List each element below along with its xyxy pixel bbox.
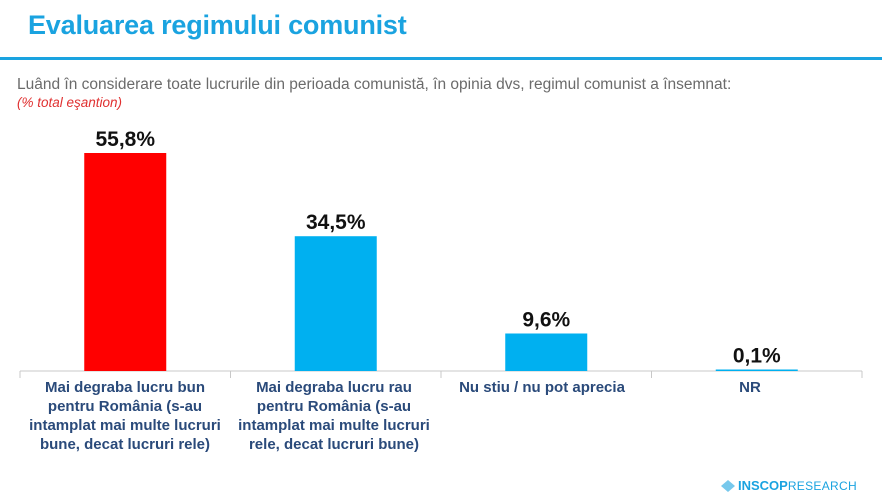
bar-bad	[294, 236, 377, 371]
category-label-good: Mai degraba lucru bun pentru România (s-…	[29, 379, 221, 453]
title-divider	[0, 57, 882, 60]
category-label-dont-know: Nu stiu / nu pot aprecia	[459, 379, 625, 396]
category-label-nr: NR	[739, 379, 761, 396]
logo-brand: INSCOP	[738, 478, 788, 493]
data-label-dont-know: 9,6%	[522, 308, 570, 331]
sample-note: (% total eşantion)	[17, 95, 123, 110]
data-label-nr: 0,1%	[733, 345, 781, 368]
bar-good	[84, 153, 167, 371]
data-label-good: 55,8%	[95, 128, 155, 151]
bar-dont-know	[505, 333, 588, 371]
inscop-logo: INSCOPRESEARCH	[738, 478, 857, 493]
bar-nr	[715, 369, 798, 371]
data-label-bad: 34,5%	[306, 211, 366, 234]
logo-mark-icon	[721, 480, 735, 492]
page-title: Evaluarea regimului comunist	[28, 10, 407, 40]
category-label-bad: Mai degraba lucru rau pentru România (s-…	[238, 379, 430, 453]
survey-question: Luând în considerare toate lucrurile din…	[17, 76, 732, 93]
logo-suffix: RESEARCH	[787, 479, 857, 493]
